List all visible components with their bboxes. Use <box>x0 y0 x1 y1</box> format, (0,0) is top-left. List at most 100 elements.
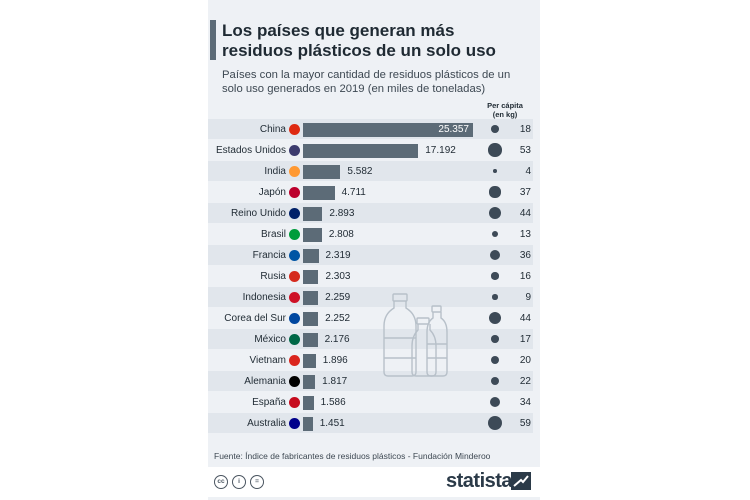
country-label: Indonesia <box>242 292 286 303</box>
percapita-value: 53 <box>519 145 531 156</box>
flag-icon <box>289 229 300 240</box>
bar-value-label: 2.303 <box>325 271 351 282</box>
flag-icon <box>289 418 300 429</box>
bar <box>303 249 319 263</box>
chart-row: Brasil 2.808 13 <box>208 224 533 244</box>
country-label: Brasil <box>260 229 286 240</box>
chart-row: Rusia 2.303 16 <box>208 266 533 286</box>
bar <box>303 207 323 221</box>
bar-value-label: 2.319 <box>325 250 351 261</box>
percapita-dot <box>491 335 499 343</box>
bar-value-label: 2.176 <box>324 334 350 345</box>
percapita-dot <box>490 355 500 365</box>
title-accent-bar <box>210 20 216 60</box>
percapita-value: 22 <box>519 376 531 387</box>
percapita-value: 44 <box>519 313 531 324</box>
statista-logo[interactable]: statista <box>446 470 513 492</box>
bar <box>303 186 335 200</box>
percapita-value: 20 <box>519 355 531 366</box>
flag-icon <box>289 166 300 177</box>
percapita-value: 59 <box>519 418 531 429</box>
percapita-dot <box>488 206 502 220</box>
country-label: México <box>254 334 286 345</box>
chart-subtitle-line-1: Países con la mayor cantidad de residuos… <box>222 69 511 81</box>
by-icon[interactable]: i <box>232 475 246 489</box>
bar-value-label: 4.711 <box>341 187 366 198</box>
country-label: Alemania <box>244 376 286 387</box>
flag-icon <box>289 313 300 324</box>
chart-row: Australia 1.451 59 <box>208 413 533 433</box>
chart-row: Japón 4.711 37 <box>208 182 533 202</box>
flag-icon <box>289 145 300 156</box>
plastic-bottles-icon <box>383 293 448 377</box>
country-label: España <box>252 397 286 408</box>
chart-row: Indonesia 2.259 9 <box>208 287 533 307</box>
percapita-value: 36 <box>519 250 531 261</box>
bar-value-label: 1.451 <box>319 418 345 429</box>
chart-row: China 25.357 18 <box>208 119 533 139</box>
bar-value-label: 25.357 <box>438 124 469 135</box>
flag-icon <box>289 124 300 135</box>
flag-icon <box>289 334 300 345</box>
country-label: Corea del Sur <box>224 313 286 324</box>
percapita-value: 4 <box>525 166 531 177</box>
percapita-header-line-2: (en kg) <box>492 110 518 119</box>
flag-icon <box>289 397 300 408</box>
bar <box>303 123 473 137</box>
country-label: India <box>264 166 286 177</box>
bar-value-label: 2.259 <box>325 292 351 303</box>
chart-title-line-1: Los países que generan más <box>222 21 455 40</box>
chart-subtitle-line-2: solo uso generados en 2019 (en miles de … <box>222 83 486 95</box>
country-label: Rusia <box>260 271 286 282</box>
flag-icon <box>289 187 300 198</box>
chart-row: Alemania 1.817 22 <box>208 371 533 391</box>
percapita-dot <box>489 186 501 198</box>
percapita-dot <box>493 169 497 173</box>
statista-logo-icon <box>511 472 531 490</box>
flag-icon <box>289 271 300 282</box>
percapita-value: 34 <box>519 397 531 408</box>
bar-value-label: 1.896 <box>322 355 348 366</box>
percapita-dot <box>488 311 502 325</box>
chart-row: México 2.176 17 <box>208 329 533 349</box>
chart-row: Estados Unidos 17.192 53 <box>208 140 533 160</box>
percapita-dot <box>492 294 498 300</box>
bar-value-label: 2.808 <box>328 229 354 240</box>
percapita-dot <box>491 125 499 133</box>
cc-icon[interactable]: cc <box>214 475 228 489</box>
bar-value-label: 2.252 <box>325 313 351 324</box>
country-label: China <box>259 124 286 135</box>
percapita-value: 18 <box>519 124 531 135</box>
percapita-dot <box>488 416 502 430</box>
bar-value-label: 5.582 <box>347 166 373 177</box>
chart-row: Corea del Sur 2.252 44 <box>208 308 533 328</box>
bar <box>303 333 318 347</box>
percapita-header-line-1: Per cápita <box>487 101 523 110</box>
bar <box>303 417 313 431</box>
country-label: Australia <box>247 418 286 429</box>
percapita-value: 44 <box>519 208 531 219</box>
bar-value-label: 2.893 <box>329 208 355 219</box>
percapita-value: 9 <box>525 292 531 303</box>
bar-value-label: 1.817 <box>322 376 348 387</box>
bar <box>303 165 341 179</box>
percapita-value: 13 <box>519 229 531 240</box>
country-label: Reino Unido <box>230 208 286 219</box>
percapita-value: 37 <box>519 187 531 198</box>
bar <box>303 291 319 305</box>
chart-row: Francia 2.319 36 <box>208 245 533 265</box>
percapita-value: 16 <box>519 271 531 282</box>
percapita-dot <box>489 396 501 408</box>
bar <box>303 270 319 284</box>
flag-icon <box>289 250 300 261</box>
bar <box>303 396 314 410</box>
chart-row: India 5.582 4 <box>208 161 533 181</box>
country-label: Francia <box>252 250 286 261</box>
percapita-dot <box>491 272 499 280</box>
bar-value-label: 1.586 <box>320 397 346 408</box>
flag-icon <box>289 292 300 303</box>
nd-icon[interactable]: = <box>250 475 264 489</box>
percapita-dot <box>489 249 501 261</box>
chart-row: Reino Unido 2.893 44 <box>208 203 533 223</box>
bar <box>303 144 419 158</box>
